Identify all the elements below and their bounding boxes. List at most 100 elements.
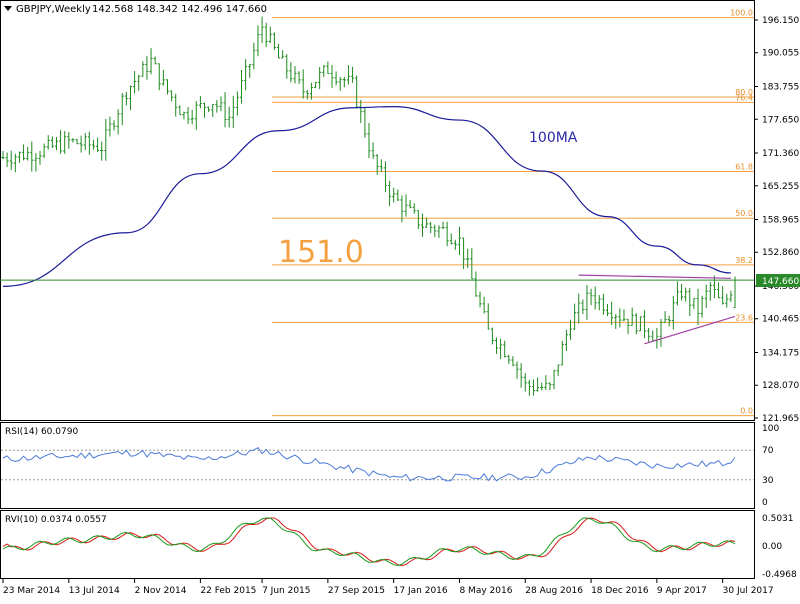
candle (34, 153, 38, 172)
candle (425, 217, 429, 228)
candle (490, 327, 494, 345)
candle (137, 74, 141, 91)
candle (560, 340, 564, 366)
main-panel (0, 0, 755, 421)
candle (112, 120, 116, 131)
candle (363, 107, 367, 138)
candle (429, 222, 433, 234)
candle (83, 133, 87, 151)
candle (355, 75, 359, 109)
price-tick-label: 152.860 (762, 248, 799, 258)
candle (264, 22, 268, 47)
candle (486, 303, 490, 330)
fib-label-50-0: 50.0 (735, 209, 753, 218)
candle (684, 287, 688, 302)
candle (433, 224, 437, 238)
rvi-label: RVI(10) 0.0374 0.0557 (5, 515, 107, 525)
rvi-panel (0, 510, 755, 579)
candle (630, 307, 634, 326)
candle (219, 96, 223, 112)
candle (145, 56, 149, 80)
price-tick-label: 190.055 (762, 49, 799, 59)
candle (161, 69, 165, 86)
candle (708, 281, 712, 301)
candle (244, 59, 248, 91)
candle (87, 131, 91, 155)
candle (285, 54, 289, 79)
candle (696, 288, 700, 326)
candle (680, 283, 684, 301)
candle (441, 221, 445, 229)
candle (272, 32, 276, 50)
date-tick-label: 28 Aug 2016 (525, 586, 583, 596)
candle (585, 285, 589, 320)
candle (478, 291, 482, 308)
rvi-indicator: 0.5031 0.00 -0.4968 (2, 514, 797, 580)
date-tick-label: 2 Nov 2014 (135, 586, 187, 596)
candle (194, 101, 198, 130)
candle (96, 137, 100, 153)
candle (507, 354, 511, 364)
date-axis: 23 Mar 2014 13 Jul 2014 2 Nov 2014 22 Feb 2… (2, 579, 774, 596)
candle (499, 338, 503, 360)
candle (211, 103, 215, 117)
rsi-indicator: 100 70 30 0 (1, 424, 779, 508)
candle (293, 66, 297, 84)
candle (178, 105, 182, 116)
candle (277, 43, 281, 59)
candle (453, 239, 457, 250)
rvi-tick-label: 0.00 (762, 542, 782, 552)
rsi-label: RSI(14) 60.0790 (5, 427, 78, 437)
candle (593, 286, 597, 310)
price-tick-label: 134.175 (762, 348, 799, 358)
candle (30, 141, 34, 172)
candle (589, 288, 593, 306)
candles (1, 16, 737, 396)
candle (231, 95, 235, 128)
big-level-label: 151.0 (278, 235, 364, 270)
candle (400, 195, 404, 223)
triangle-upper-line (578, 274, 731, 279)
price-tick-label: 165.255 (762, 182, 799, 192)
candle (128, 85, 132, 111)
candle (470, 248, 474, 280)
candle (606, 304, 610, 317)
candle (618, 308, 622, 328)
candle (503, 340, 507, 358)
price-tick-label: 171.360 (762, 149, 799, 159)
candle (564, 329, 568, 351)
candle (260, 16, 264, 44)
candle (581, 299, 585, 315)
candle (519, 363, 523, 388)
fib-label-100-0: 100.0 (730, 9, 753, 18)
price-tick-label: 146.560 (762, 282, 799, 292)
candle (141, 61, 145, 77)
candle (346, 65, 350, 85)
candle (523, 373, 527, 392)
candle (420, 213, 424, 237)
candle (622, 309, 626, 322)
candle (721, 285, 725, 305)
candle (531, 379, 535, 396)
candle (667, 315, 671, 327)
candle (314, 82, 318, 89)
triangle-down-icon (4, 6, 12, 11)
current-price-box (756, 274, 800, 287)
date-tick-label: 22 Feb 2015 (200, 586, 256, 596)
candle (71, 138, 75, 143)
candle (482, 296, 486, 314)
candle (215, 99, 219, 113)
candle (301, 69, 305, 99)
candle (375, 154, 379, 175)
ohlc-label: 142.568 148.342 142.496 147.660 (92, 4, 267, 15)
candle (59, 130, 63, 154)
candle (388, 180, 392, 207)
candle (712, 275, 716, 299)
candle (104, 119, 108, 161)
candle (318, 66, 322, 90)
candle (462, 237, 466, 270)
candle (548, 382, 552, 390)
candle (445, 221, 449, 247)
candle (116, 109, 120, 135)
